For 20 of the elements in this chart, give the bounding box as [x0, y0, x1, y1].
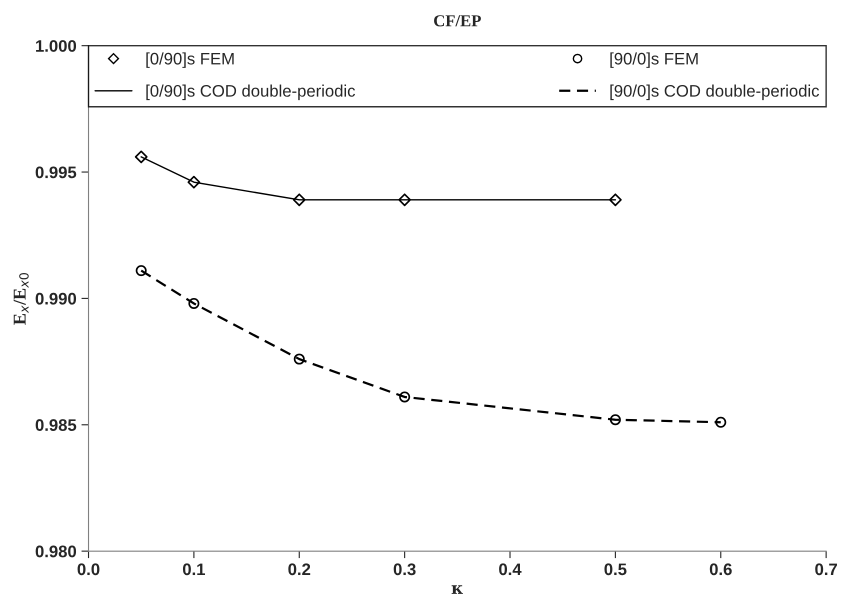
y-tick-label: 0.980: [36, 546, 76, 558]
legend-label: [90/0]s FEM: [610, 52, 698, 68]
legend-label: [0/90]s COD double-periodic: [146, 84, 356, 100]
y-tick-label: 0.985: [36, 419, 76, 431]
x-tick-label: 0.4: [499, 563, 522, 576]
x-tick-label: 0.5: [604, 563, 627, 576]
x-tick-label: 0.0: [78, 563, 100, 576]
x-tick-label: 0.3: [394, 563, 416, 576]
chart-title: CF/EP: [434, 15, 481, 26]
legend-label: [90/0]s COD double-periodic: [610, 84, 820, 100]
legend-label: [0/90]s FEM: [146, 52, 234, 68]
x-tick-label: 0.1: [182, 563, 206, 576]
x-tick-label: 0.7: [815, 563, 837, 576]
x-axis-title: κ: [452, 585, 463, 594]
x-tick-label: 0.6: [710, 563, 732, 576]
y-tick-label: 1.000: [36, 40, 76, 52]
x-tick-label: 0.2: [288, 563, 310, 576]
y-axis-title: E$_{x}$/E$_{x0}$: [14, 273, 29, 325]
y-tick-label: 0.995: [36, 166, 76, 178]
y-tick-label: 0.990: [36, 292, 76, 305]
